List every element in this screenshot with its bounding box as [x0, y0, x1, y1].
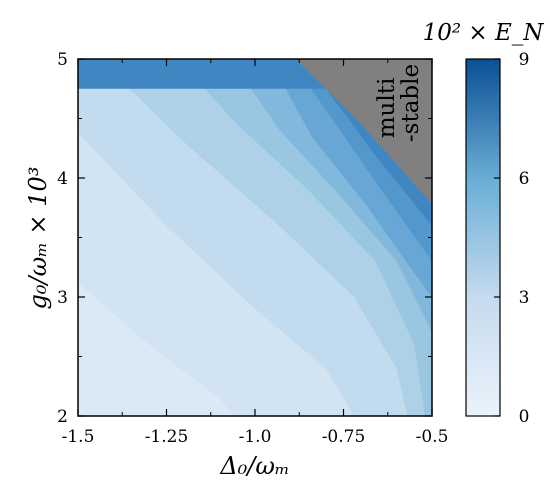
colorbar-gradient [465, 58, 501, 417]
colorbar-tick-label: 3 [519, 288, 530, 308]
y-axis-label: g₀/ωₘ × 10³ [24, 167, 52, 310]
x-axis-label: Δ₀/ωₘ [219, 452, 289, 480]
y-tick-label: 3 [57, 288, 68, 308]
colorbar-title: 10² × E_N [423, 20, 545, 46]
multistable-region [295, 59, 432, 205]
x-tick-label: -0.75 [322, 427, 366, 447]
y-tick-label: 2 [57, 407, 68, 427]
y-tick-label: 5 [57, 50, 68, 70]
colorbar: 0 3 6 9 10² × E_N [423, 20, 545, 427]
x-axis-ticks: -1.5 -1.25 -1.0 -0.75 -0.5 [62, 59, 449, 447]
colorbar-tick-label: 0 [519, 407, 530, 427]
x-tick-label: -1.0 [239, 427, 272, 447]
x-tick-label: -1.25 [145, 427, 189, 447]
plot-area [78, 59, 432, 416]
colorbar-tick-label: 6 [519, 169, 530, 189]
colorbar-tick-label: 9 [519, 50, 530, 70]
x-tick-label: -0.5 [416, 427, 449, 447]
y-tick-label: 4 [57, 169, 68, 189]
colorbar-ticks: 0 3 6 9 [494, 50, 529, 427]
multistable-label-line1: multi [374, 78, 400, 139]
multistable-label-line2: -stable [398, 64, 424, 142]
y-axis-ticks: 2 3 4 5 [57, 50, 432, 427]
x-tick-label: -1.5 [62, 427, 95, 447]
